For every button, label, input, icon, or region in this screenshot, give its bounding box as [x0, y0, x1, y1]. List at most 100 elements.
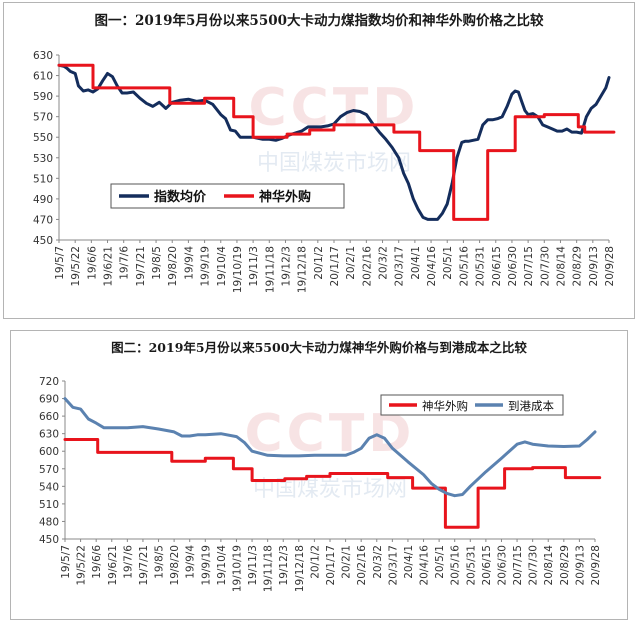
y-tick-label: 450: [39, 534, 59, 546]
x-tick-label: 20/3/2: [372, 545, 384, 579]
x-tick-label: 20/1/2: [309, 545, 321, 579]
chart-2-title: 图二：2019年5月份以来5500大卡动力煤神华外购价格与到港成本之比较: [111, 340, 527, 355]
x-tick-label: 20/2/16: [361, 246, 373, 287]
x-tick-label: 20/6/30: [507, 246, 519, 286]
x-tick-label: 19/5/22: [70, 246, 82, 286]
chart-panel-1: 图一：2019年5月份以来5500大卡动力煤指数均价和神华外购价格之比较 CCT…: [3, 2, 635, 319]
x-tick-label: 20/3/17: [387, 545, 399, 585]
y-tick-label: 660: [39, 411, 59, 423]
x-tick-label: 19/5/7: [60, 545, 72, 579]
x-tick-label: 19/11/3: [247, 545, 259, 585]
y-tick-label: 570: [39, 464, 59, 476]
y-tick-label: 490: [33, 194, 53, 206]
legend-label: 到港成本: [508, 399, 554, 413]
y-tick-label: 720: [39, 376, 59, 388]
series-line-神华外购: [63, 438, 602, 529]
y-tick-label: 690: [39, 394, 59, 406]
x-tick-label: 20/4/16: [419, 545, 431, 586]
x-tick-label: 20/5/16: [458, 246, 470, 287]
y-tick-label: 610: [33, 71, 53, 83]
legend-box: [380, 394, 564, 416]
chart-1-title: 图一：2019年5月份以来5500大卡动力煤指数均价和神华外购价格之比较: [94, 13, 544, 29]
y-tick-label: 450: [33, 235, 53, 247]
x-tick-label: 19/7/6: [119, 246, 131, 280]
x-tick-label: 20/2/1: [341, 545, 353, 579]
x-tick-label: 20/4/1: [403, 545, 415, 579]
x-tick-label: 20/7/30: [528, 545, 540, 585]
watermark: CCTD 中国煤炭市场网: [249, 78, 420, 176]
y-tick-label: 590: [33, 91, 53, 103]
x-tick-label: 19/10/4: [216, 545, 228, 586]
x-tick-label: 19/6/6: [91, 545, 103, 579]
x-tick-label: 19/10/19: [232, 246, 244, 293]
x-tick-label: 19/11/18: [264, 246, 276, 293]
x-tick-label: 19/8/20: [167, 246, 179, 286]
x-tick-label: 19/7/21: [138, 545, 150, 585]
x-tick-label: 19/10/19: [231, 545, 243, 592]
y-tick-label: 630: [33, 50, 53, 62]
series-line-神华外购: [57, 63, 616, 221]
y-tick-label: 600: [39, 446, 59, 458]
y-tick-label: 550: [33, 132, 53, 144]
x-tick-label: 20/7/30: [539, 246, 551, 286]
x-tick-label: 19/9/4: [185, 545, 197, 579]
x-tick-label: 20/8/14: [555, 246, 567, 287]
legend-label: 神华外购: [259, 189, 311, 205]
y-tick-label: 570: [33, 112, 53, 124]
x-tick-label: 20/7/15: [523, 246, 535, 286]
x-tick-label: 20/8/29: [559, 545, 571, 585]
x-tick-label: 19/9/19: [200, 545, 212, 585]
x-tick-label: 19/6/21: [107, 545, 119, 585]
x-tick-label: 20/1/17: [325, 545, 337, 585]
x-tick-label: 20/5/1: [434, 545, 446, 579]
x-tick-label: 19/8/5: [151, 246, 163, 280]
x-tick-label: 20/9/13: [574, 545, 586, 585]
x-tick-label: 19/5/7: [54, 246, 66, 280]
x-tick-label: 20/7/15: [512, 545, 524, 585]
legend-label: 神华外购: [422, 399, 468, 413]
watermark-site: 中国煤炭市场网: [257, 151, 411, 176]
x-tick-label: 19/12/18: [294, 545, 306, 592]
y-tick-label: 510: [33, 173, 53, 185]
x-tick-label: 19/6/6: [86, 246, 98, 280]
x-tick-label: 20/6/15: [491, 246, 503, 286]
x-tick-label: 19/7/21: [135, 246, 147, 286]
x-tick-label: 20/3/17: [394, 246, 406, 286]
x-tick-label: 20/5/1: [442, 246, 454, 280]
x-tick-label: 19/10/4: [216, 246, 228, 287]
x-tick-label: 20/6/15: [481, 545, 493, 585]
y-tick-label: 510: [39, 499, 59, 511]
x-tick-label: 20/1/17: [329, 246, 341, 286]
y-tick-label: 530: [33, 153, 53, 165]
x-tick-label: 19/8/5: [154, 545, 166, 579]
y-tick-label: 470: [33, 214, 53, 226]
watermark-logo: CCTD: [249, 78, 420, 138]
x-tick-label: 20/3/2: [378, 246, 390, 280]
x-tick-label: 20/5/31: [475, 246, 487, 286]
x-tick-label: 20/2/16: [356, 545, 368, 586]
x-tick-label: 19/11/3: [248, 246, 260, 286]
x-tick-label: 19/7/6: [122, 545, 134, 579]
x-tick-label: 20/6/30: [496, 545, 508, 585]
x-tick-label: 20/8/14: [543, 545, 555, 586]
x-tick-label: 20/4/16: [426, 246, 438, 287]
x-tick-label: 20/5/31: [465, 545, 477, 585]
x-tick-label: 19/12/18: [297, 246, 309, 293]
x-tick-label: 19/9/19: [200, 246, 212, 286]
x-tick-label: 20/1/2: [313, 246, 325, 280]
x-tick-label: 20/2/1: [345, 246, 357, 280]
x-tick-label: 19/11/18: [263, 545, 275, 592]
x-tick-label: 19/8/20: [169, 545, 181, 585]
chart-1-svg: CCTD 中国煤炭市场网 450 470 490 510 530 550 570 590 610 63…: [33, 50, 616, 293]
x-tick-label: 19/12/3: [280, 246, 292, 286]
chart-panel-2: 图二：2019年5月份以来5500大卡动力煤神华外购价格与到港成本之比较 CCT…: [10, 330, 628, 620]
x-tick-label: 19/9/4: [183, 246, 195, 280]
x-tick-label: 20/5/16: [450, 545, 462, 586]
x-tick-label: 19/6/21: [103, 246, 115, 286]
x-tick-label: 20/9/28: [604, 246, 616, 286]
x-tick-label: 19/12/3: [278, 545, 290, 585]
x-tick-label: 20/8/29: [572, 246, 584, 286]
y-tick-label: 540: [39, 481, 59, 493]
